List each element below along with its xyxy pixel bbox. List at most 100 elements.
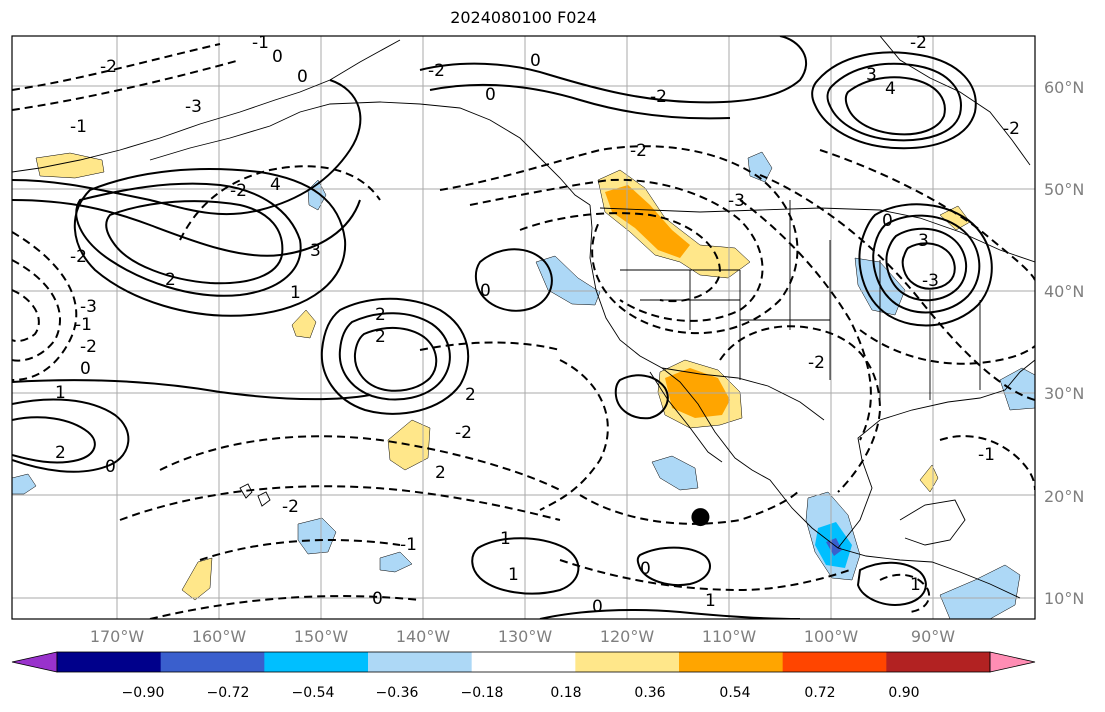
negative-anomaly-region (826, 538, 842, 556)
colorbar-segment (57, 652, 162, 672)
contour-label: -3 (185, 97, 202, 117)
contour-label: -3 (728, 191, 745, 211)
border-us-mexico (661, 367, 825, 421)
map-background (12, 36, 1035, 619)
contour-label: -2 (1003, 119, 1020, 139)
contour-label: -1 (252, 33, 269, 53)
longitude-label: 160°W (192, 627, 247, 646)
colorbar-tick-label: 0.36 (634, 685, 665, 701)
contour-label: -2 (230, 181, 247, 201)
contour-label: -2 (455, 423, 472, 443)
contour-label: 0 (485, 85, 496, 105)
longitude-label: 100°W (804, 627, 859, 646)
contour-label: -2 (910, 33, 927, 53)
colorbar-segment (368, 652, 473, 672)
colorbar-tick-label: −0.90 (122, 685, 165, 701)
colorbar-extend-high (989, 651, 1036, 673)
contour-label: 2 (375, 305, 386, 325)
longitude-label: 130°W (498, 627, 553, 646)
colorbar: −0.90 −0.72 −0.54 −0.36 −0.18 0.18 0.36 … (11, 651, 1036, 701)
colorbar-tick-label: 0.18 (550, 685, 581, 701)
coastline-hudson (879, 36, 1031, 166)
border-us-canada (599, 207, 1035, 263)
negative-anomaly-region (535, 255, 601, 306)
contour-label: -2 (630, 141, 647, 161)
longitude-label: 150°W (294, 627, 349, 646)
colorbar-extend-low (11, 651, 58, 673)
map-title: 2024080100 F024 (450, 8, 597, 27)
contour-label: -3 (80, 297, 97, 317)
contour-label: 0 (592, 597, 603, 617)
colorbar-tick-label: 0.72 (804, 685, 835, 701)
colorbar-tick-label: −0.18 (461, 685, 504, 701)
latitude-label: 10°N (1044, 589, 1084, 608)
colorbar-segment (679, 652, 784, 672)
longitude-label: 110°W (702, 627, 757, 646)
contour-label: 1 (290, 283, 301, 303)
contour-label: -1 (70, 117, 87, 137)
contour-label: 2 (375, 327, 386, 347)
contour-label: 1 (508, 565, 519, 585)
contour-label: 0 (297, 67, 308, 87)
contour-label: 0 (105, 457, 116, 477)
contour-label: -1 (75, 315, 92, 335)
contour-label: -2 (70, 247, 87, 267)
colorbar-tick-label: −0.36 (376, 685, 419, 701)
longitude-axis: 170°W 160°W 150°W 140°W 130°W 120°W 110°… (90, 627, 955, 646)
contour-label: 1 (705, 591, 716, 611)
storm-position-marker (691, 508, 710, 527)
colorbar-segment (886, 652, 991, 672)
contour-label: 3 (310, 241, 321, 261)
contour-label: 3 (918, 231, 929, 251)
contour-label: -1 (400, 535, 417, 555)
contour-label: 4 (270, 175, 281, 195)
border-states (620, 200, 981, 400)
negative-anomaly-region (939, 564, 1021, 619)
contour-label: 2 (165, 270, 176, 290)
contour-lines-positive (12, 36, 993, 619)
negative-anomaly-region (297, 517, 337, 555)
latitude-label: 30°N (1044, 384, 1084, 403)
colorbar-tick-label: 0.90 (888, 685, 919, 701)
coastline-yucatan (899, 499, 966, 546)
contour-label: 2 (465, 385, 476, 405)
coastline-us-west (589, 204, 1021, 599)
coastline-baja (649, 371, 723, 463)
anomaly-shading (12, 151, 1035, 619)
contour-label: 0 (480, 281, 491, 301)
negative-anomaly-region (999, 367, 1035, 411)
colorbar-segment (264, 652, 369, 672)
colorbar-frame (56, 651, 991, 673)
contour-label: 0 (372, 589, 383, 609)
colorbar-segments (57, 652, 991, 672)
colorbar-segment (575, 652, 680, 672)
contour-label: 2 (435, 463, 446, 483)
positive-anomaly-region (605, 185, 690, 258)
contour-label: -2 (808, 353, 825, 373)
colorbar-segment (160, 652, 265, 672)
contour-label: 1 (910, 575, 921, 595)
contour-label: 3 (866, 65, 877, 85)
negative-anomaly-region (747, 151, 773, 183)
colorbar-ticks: −0.90 −0.72 −0.54 −0.36 −0.18 0.18 0.36 … (122, 685, 920, 701)
coastline-alaska-south (149, 101, 591, 206)
contour-label: 0 (882, 211, 893, 231)
latitude-label: 40°N (1044, 282, 1084, 301)
contour-label: 0 (530, 51, 541, 71)
latitude-label: 50°N (1044, 180, 1084, 199)
contour-label: 0 (640, 559, 651, 579)
colorbar-tick-label: 0.54 (719, 685, 750, 701)
colorbar-tick-label: −0.72 (207, 685, 250, 701)
longitude-label: 140°W (396, 627, 451, 646)
contour-label: -1 (978, 445, 995, 465)
latitude-label: 20°N (1044, 487, 1084, 506)
contour-label: -2 (100, 57, 117, 77)
coastlines (12, 36, 1035, 599)
contour-label: -3 (922, 271, 939, 291)
latitude-label: 60°N (1044, 78, 1084, 97)
contour-label: -2 (650, 87, 667, 107)
positive-anomaly-region (291, 309, 317, 339)
map-frame (11, 35, 1036, 620)
contour-lines-negative (12, 43, 1035, 619)
